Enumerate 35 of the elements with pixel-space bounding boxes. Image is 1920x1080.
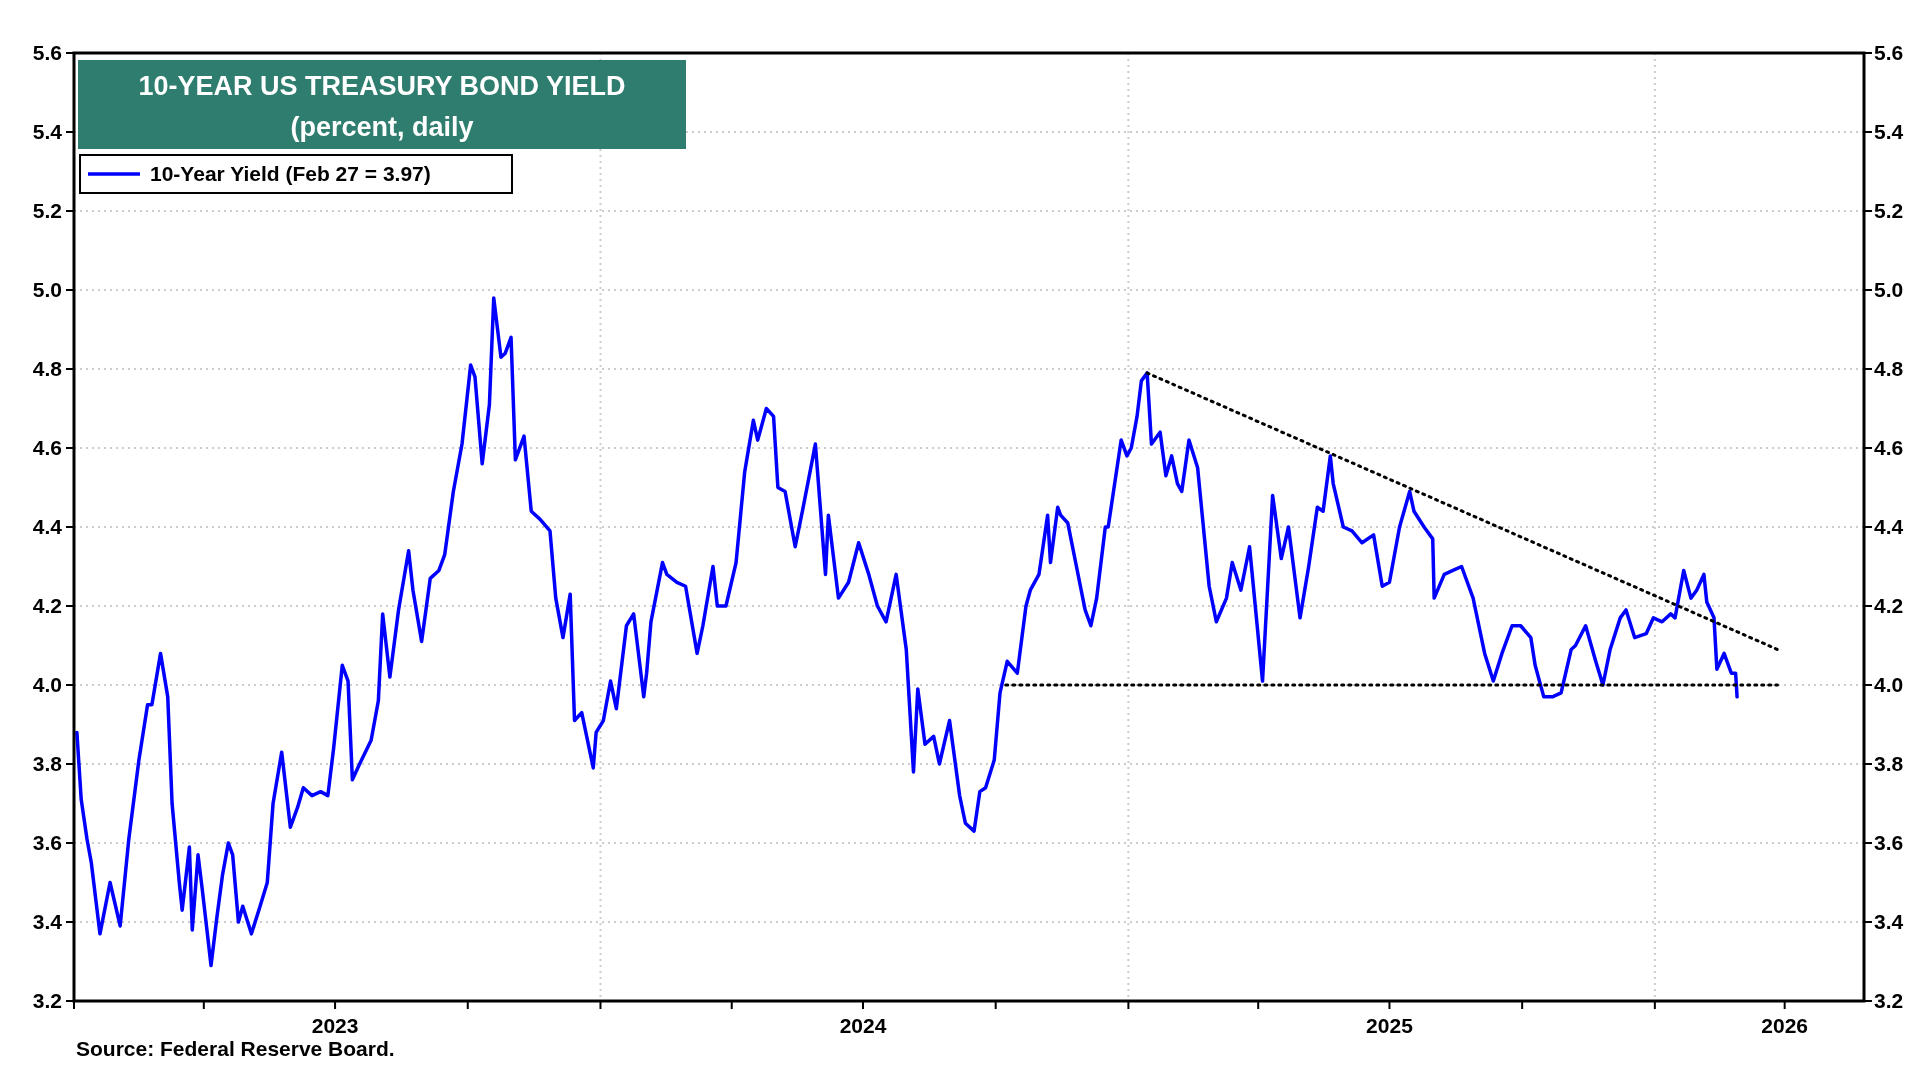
y2-tick-label: 5.2 — [1874, 199, 1904, 222]
y2-tick-label: 3.2 — [1874, 989, 1904, 1012]
y-tick-label: 4.4 — [32, 515, 63, 538]
y-tick-label: 4.8 — [32, 357, 63, 380]
y-tick-label: 3.8 — [32, 752, 63, 775]
y-tick-label: 5.6 — [32, 41, 62, 64]
y-tick-label: 4.2 — [32, 594, 62, 617]
y2-tick-label: 3.4 — [1874, 910, 1904, 933]
text: 10-YEAR US TREASURY BOND YIELD — [138, 71, 626, 101]
x-tick-label: 2024 — [839, 1014, 887, 1037]
y2-tick-label: 5.4 — [1874, 120, 1904, 143]
y2-tick-label: 4.4 — [1874, 515, 1904, 538]
source-note: Source: Federal Reserve Board. — [76, 1037, 395, 1060]
y2-tick-label: 3.8 — [1874, 752, 1904, 775]
legend-label: 10-Year Yield (Feb 27 = 3.97) — [150, 162, 431, 185]
x-tick-label: 2025 — [1366, 1014, 1414, 1037]
y2-tick-label: 4.8 — [1874, 357, 1904, 380]
y-tick-label: 5.4 — [32, 120, 63, 143]
y-tick-label: 5.2 — [32, 199, 62, 222]
y-tick-label: 5.0 — [32, 278, 62, 301]
y2-tick-label: 4.0 — [1874, 673, 1904, 696]
y2-tick-label: 4.2 — [1874, 594, 1904, 617]
y2-tick-label: 5.6 — [1874, 41, 1904, 64]
y2-tick-label: 4.6 — [1874, 436, 1904, 459]
x-tick-label: 2026 — [1761, 1014, 1809, 1037]
x-tick-label: 2023 — [311, 1014, 359, 1037]
text: (percent, daily — [290, 112, 474, 142]
y-tick-label: 3.4 — [32, 910, 63, 933]
line-series — [75, 296, 1739, 968]
y-tick-label: 4.0 — [32, 673, 62, 696]
y-tick-label: 3.2 — [32, 989, 62, 1012]
y-tick-label: 4.6 — [32, 436, 62, 459]
y2-tick-label: 3.6 — [1874, 831, 1904, 854]
y2-tick-label: 5.0 — [1874, 278, 1904, 301]
y-tick-label: 3.6 — [32, 831, 62, 854]
